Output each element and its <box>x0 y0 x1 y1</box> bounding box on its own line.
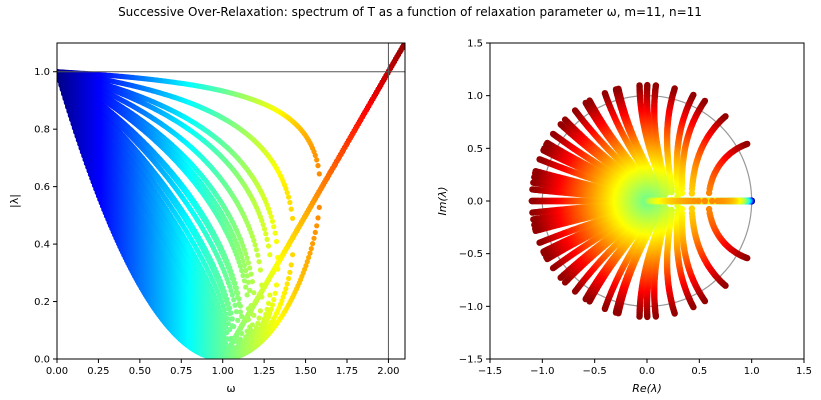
left-panel: 0.00 0.25 0.50 0.75 1.00 1.25 1.50 1.75 2.00 0.0… <box>8 42 406 395</box>
figure-title: Successive Over-Relaxation: spectrum of … <box>118 5 702 19</box>
left-scatter-points <box>57 43 405 359</box>
